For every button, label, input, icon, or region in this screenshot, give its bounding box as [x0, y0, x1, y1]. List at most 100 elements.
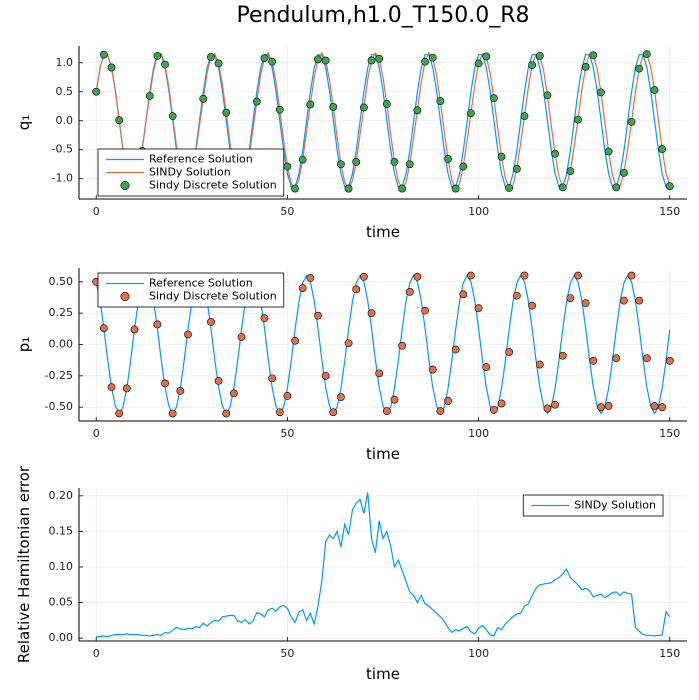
data-point — [161, 60, 169, 69]
data-point — [650, 86, 659, 94]
data-point — [291, 184, 299, 193]
data-point — [597, 88, 605, 97]
data-point — [604, 402, 613, 410]
data-point — [597, 403, 605, 412]
data-point — [436, 407, 445, 415]
data-point — [512, 291, 521, 300]
data-point — [352, 285, 361, 294]
y-tick-label: 0.50 — [49, 275, 74, 288]
data-point — [566, 294, 575, 302]
data-point — [214, 376, 223, 385]
data-point — [428, 365, 437, 374]
legend-label: SINDy Solution — [149, 166, 231, 179]
data-point — [428, 53, 437, 62]
data-point — [558, 351, 567, 360]
data-point — [283, 162, 292, 171]
x-axis-label: time — [366, 665, 400, 683]
legend-label: Reference Solution — [149, 153, 253, 166]
data-point — [329, 408, 338, 417]
data-point — [207, 53, 215, 61]
data-point — [535, 51, 544, 60]
data-point — [444, 397, 452, 405]
data-point — [612, 183, 621, 192]
y-tick-label: -0.25 — [45, 369, 73, 382]
data-point — [482, 363, 491, 371]
data-point — [421, 57, 429, 66]
data-point — [520, 112, 529, 121]
x-tick-label: 50 — [280, 427, 294, 440]
data-point — [459, 290, 468, 299]
data-point — [635, 296, 644, 305]
data-point — [658, 145, 667, 154]
data-point — [260, 54, 269, 63]
data-point — [252, 97, 261, 106]
chart-title: Pendulum,h1.0_T150.0_R8 — [237, 3, 530, 28]
data-point — [329, 102, 338, 111]
y-tick-label: -0.50 — [45, 400, 73, 413]
data-point — [543, 91, 552, 100]
data-point — [337, 393, 345, 402]
data-point — [627, 271, 636, 280]
x-tick-label: 100 — [468, 205, 489, 218]
y-tick-label: 0.10 — [49, 560, 74, 573]
data-point — [161, 379, 169, 388]
y-axis-label: p₁ — [15, 337, 33, 353]
data-point — [482, 52, 491, 61]
data-point — [344, 184, 353, 193]
data-point — [382, 407, 391, 415]
data-point — [367, 309, 376, 318]
data-point — [581, 62, 590, 71]
data-point — [459, 162, 468, 171]
data-point — [589, 51, 598, 60]
data-point — [390, 395, 399, 404]
data-point — [306, 100, 315, 109]
data-point — [260, 314, 269, 323]
y-tick-label: 0.00 — [49, 631, 74, 644]
data-point — [474, 304, 483, 313]
data-point — [505, 348, 514, 356]
data-point — [574, 271, 582, 280]
data-point — [92, 87, 101, 96]
data-point — [153, 320, 162, 329]
data-point — [298, 284, 307, 292]
data-point — [566, 167, 575, 176]
data-point — [581, 299, 590, 308]
data-point — [551, 400, 559, 409]
data-point — [229, 389, 238, 398]
data-point — [528, 301, 537, 310]
data-point — [627, 118, 636, 126]
data-point — [122, 384, 131, 393]
data-point — [99, 50, 108, 59]
data-point — [642, 50, 651, 59]
data-point — [436, 97, 445, 105]
data-point — [107, 383, 116, 392]
data-point — [474, 59, 483, 68]
data-point — [398, 184, 407, 193]
y-tick-label: 0.05 — [49, 596, 74, 609]
data-point — [650, 402, 659, 410]
data-point — [145, 91, 154, 100]
x-tick-label: 150 — [659, 427, 680, 440]
data-point — [398, 341, 407, 350]
y-tick-label: 0.00 — [49, 338, 74, 351]
data-point — [222, 108, 231, 117]
data-point — [321, 56, 330, 65]
data-point — [375, 54, 384, 63]
data-point — [413, 106, 422, 115]
data-point — [359, 103, 368, 112]
data-point — [268, 57, 277, 66]
data-point — [153, 51, 162, 60]
data-point — [184, 330, 192, 339]
legend-label: Reference Solution — [149, 277, 253, 290]
x-tick-label: 50 — [280, 647, 294, 660]
data-point — [222, 409, 231, 418]
data-point — [642, 354, 651, 363]
data-point — [214, 59, 223, 68]
data-point — [382, 100, 391, 108]
data-point — [467, 271, 475, 280]
data-point — [390, 158, 399, 166]
legend-swatch — [120, 181, 130, 191]
